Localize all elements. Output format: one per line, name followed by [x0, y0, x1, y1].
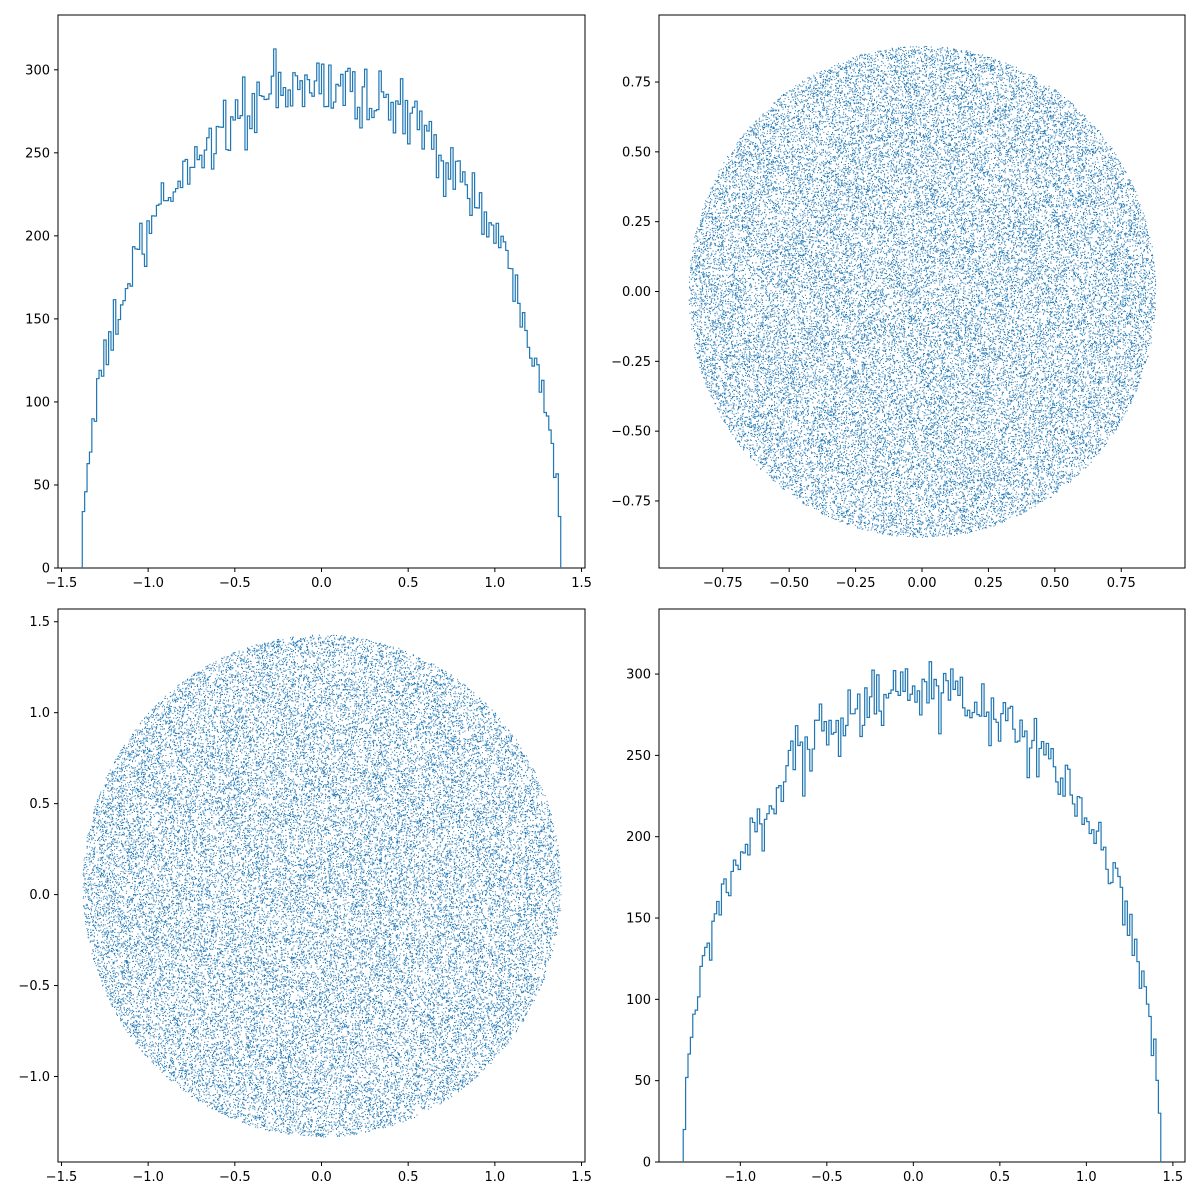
scatter-bottom-left-y-tick-label: 1.0: [29, 706, 50, 721]
scatter-bottom-left-y-tick-label: 1.5: [29, 615, 50, 630]
scatter-top-right-y-tick-label: 0.50: [622, 145, 651, 160]
histogram-top-left-x-tick-label: −0.5: [219, 576, 251, 591]
scatter-top-right-x-tick-label: 0.25: [974, 576, 1003, 591]
histogram-top-left-y-tick-label: 50: [33, 478, 50, 493]
scatter-bottom-left-x-tick-label: 0.5: [398, 1170, 419, 1185]
histogram-bottom-right-step-line: [682, 661, 1162, 1162]
histogram-bottom-right-x-tick-label: 1.5: [1163, 1170, 1184, 1185]
histogram-bottom-right-y-tick-label: 100: [626, 993, 651, 1008]
histogram-bottom-right-frame: [658, 608, 1186, 1163]
scatter-top-right-point-cloud: [688, 45, 1157, 539]
histogram-bottom-right-x-tick-label: 0.5: [990, 1170, 1011, 1185]
histogram-bottom-right-x-tick-label: −0.5: [811, 1170, 843, 1185]
scatter-top-right-x-tick-label: 0.50: [1040, 576, 1069, 591]
histogram-top-left-y-tick-label: 100: [25, 395, 50, 410]
histogram-bottom-right-y-tick-label: 200: [626, 830, 651, 845]
histogram-top-left-x-tick-label: 1.0: [485, 576, 506, 591]
histogram-top-left-y-tick-label: 150: [25, 312, 50, 327]
histogram-bottom-right: −1.0 −0.5 0.0 0.5 1.0 1.5 0 50 100 150 200 250 300: [626, 608, 1186, 1185]
scatter-bottom-left-y-tick-label: −1.0: [18, 1070, 50, 1085]
scatter-top-right-y-tick-label: −0.75: [611, 494, 651, 509]
scatter-bottom-left-x-tick-label: −1.5: [46, 1170, 78, 1185]
histogram-top-left-y-tick-label: 200: [25, 229, 50, 244]
histogram-top-left-y-tick-label: 300: [25, 63, 50, 78]
histogram-top-left-step-line: [81, 48, 562, 568]
scatter-top-right-y-tick-label: 0.00: [622, 285, 651, 300]
scatter-top-right-y-tick-label: −0.50: [611, 425, 651, 440]
scatter-top-right-x-tick-label: 0.00: [908, 576, 937, 591]
histogram-top-left-y-tick-label: 250: [25, 146, 50, 161]
scatter-bottom-left-y-tick-label: −0.5: [18, 979, 50, 994]
scatter-bottom-left-y-tick-label: 0.0: [29, 888, 50, 903]
histogram-top-left-y-tick-label: 0: [42, 562, 50, 577]
histogram-top-left-x-tick-label: −1.0: [132, 576, 164, 591]
histogram-bottom-right-y-tick-label: 50: [634, 1074, 651, 1089]
scatter-bottom-left-x-tick-label: −1.0: [132, 1170, 164, 1185]
scatter-top-right: −0.75 −0.50 −0.25 0.00 0.25 0.50 0.75 −0.75 −0.5…: [611, 14, 1186, 591]
scatter-bottom-left-x-tick-label: −0.5: [219, 1170, 251, 1185]
histogram-top-left: −1.5 −1.0 −0.5 0.0 0.5 1.0 1.5 0 50 100 150 200 250 3…: [25, 14, 592, 591]
scatter-bottom-left-point-cloud: [82, 634, 562, 1138]
histogram-bottom-right-y-tick-label: 150: [626, 912, 651, 927]
scatter-bottom-left-points: [82, 634, 562, 1138]
scatter-top-right-points: [688, 45, 1157, 539]
scatter-top-right-x-tick-label: −0.25: [836, 576, 876, 591]
scatter-bottom-left-y-tick-label: 0.5: [29, 797, 50, 812]
scatter-top-right-x-tick-label: −0.50: [769, 576, 809, 591]
histogram-top-left-x-tick-label: 0.0: [311, 576, 332, 591]
histogram-top-left-x-tick-label: 1.5: [571, 576, 592, 591]
histogram-bottom-right-x-tick-label: 1.0: [1076, 1170, 1097, 1185]
histogram-bottom-right-y-tick-label: 250: [626, 749, 651, 764]
scatter-top-right-x-tick-label: 0.75: [1107, 576, 1136, 591]
histogram-top-left-x-tick-label: 0.5: [398, 576, 419, 591]
histogram-bottom-right-y-tick-label: 0: [643, 1156, 651, 1171]
scatter-top-right-y-tick-label: −0.25: [611, 355, 651, 370]
scatter-top-right-x-tick-label: −0.75: [703, 576, 743, 591]
scatter-bottom-left-x-tick-label: 1.5: [571, 1170, 592, 1185]
histogram-bottom-right-x-tick-label: −1.0: [725, 1170, 757, 1185]
scatter-bottom-left-x-tick-label: 0.0: [311, 1170, 332, 1185]
histogram-top-left-x-tick-label: −1.5: [46, 576, 78, 591]
histogram-bottom-right-x-tick-label: 0.0: [903, 1170, 924, 1185]
scatter-bottom-left: −1.5 −1.0 −0.5 0.0 0.5 1.0 1.5 −1.0 −0.5 0.0 0.5 1.…: [18, 608, 592, 1185]
histogram-bottom-right-y-tick-label: 300: [626, 668, 651, 683]
scatter-top-right-y-tick-label: 0.75: [622, 76, 651, 91]
scatter-top-right-y-tick-label: 0.25: [622, 215, 651, 230]
scatter-bottom-left-x-tick-label: 1.0: [485, 1170, 506, 1185]
